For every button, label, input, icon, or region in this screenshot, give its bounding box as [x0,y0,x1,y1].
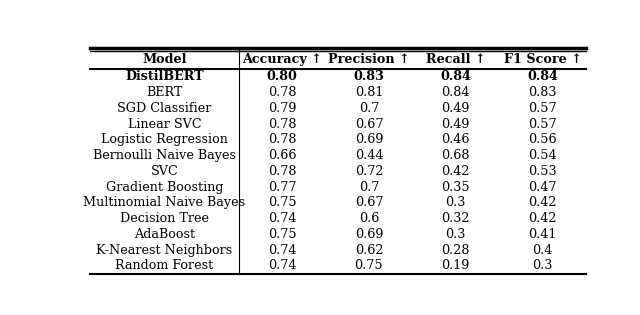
Text: 0.47: 0.47 [528,180,557,194]
Text: 0.75: 0.75 [268,228,296,241]
Text: 0.78: 0.78 [268,133,296,146]
Text: 0.6: 0.6 [359,212,379,225]
Text: 0.28: 0.28 [442,244,470,257]
Text: 0.80: 0.80 [267,70,298,83]
Text: 0.4: 0.4 [532,244,553,257]
Text: 0.78: 0.78 [268,86,296,99]
Text: SGD Classifier: SGD Classifier [117,102,211,115]
Text: Recall ↑: Recall ↑ [426,53,486,66]
Text: 0.79: 0.79 [268,102,296,115]
Text: SVC: SVC [150,165,178,178]
Text: DistilBERT: DistilBERT [125,70,204,83]
Text: Random Forest: Random Forest [115,260,214,272]
Text: 0.84: 0.84 [440,70,471,83]
Text: 0.42: 0.42 [442,165,470,178]
Text: BERT: BERT [146,86,182,99]
Text: 0.67: 0.67 [355,196,383,209]
Text: 0.32: 0.32 [442,212,470,225]
Text: 0.57: 0.57 [528,102,557,115]
Text: 0.56: 0.56 [528,133,557,146]
Text: AdaBoost: AdaBoost [134,228,195,241]
Text: 0.77: 0.77 [268,180,296,194]
Text: 0.3: 0.3 [445,228,466,241]
Text: Bernoulli Naive Bayes: Bernoulli Naive Bayes [93,149,236,162]
Text: 0.46: 0.46 [442,133,470,146]
Text: Linear SVC: Linear SVC [127,117,201,130]
Text: 0.44: 0.44 [355,149,383,162]
Text: 0.49: 0.49 [442,102,470,115]
Text: 0.74: 0.74 [268,212,296,225]
Text: 0.3: 0.3 [445,196,466,209]
Text: Precision ↑: Precision ↑ [328,53,410,66]
Text: 0.7: 0.7 [359,102,379,115]
Text: 0.41: 0.41 [529,228,557,241]
Text: 0.67: 0.67 [355,117,383,130]
Text: 0.42: 0.42 [528,196,557,209]
Text: 0.69: 0.69 [355,133,383,146]
Text: 0.68: 0.68 [442,149,470,162]
Text: 0.7: 0.7 [359,180,379,194]
Text: Decision Tree: Decision Tree [120,212,209,225]
Text: 0.78: 0.78 [268,117,296,130]
Text: 0.49: 0.49 [442,117,470,130]
Text: K-Nearest Neighbors: K-Nearest Neighbors [96,244,232,257]
Text: 0.66: 0.66 [268,149,296,162]
Text: 0.3: 0.3 [532,260,553,272]
Text: Accuracy ↑: Accuracy ↑ [242,53,322,66]
Text: 0.35: 0.35 [442,180,470,194]
Text: 0.74: 0.74 [268,244,296,257]
Text: Logistic Regression: Logistic Regression [101,133,228,146]
Text: Multinomial Naive Bayes: Multinomial Naive Bayes [83,196,245,209]
Text: F1 Score ↑: F1 Score ↑ [504,53,582,66]
Text: 0.78: 0.78 [268,165,296,178]
Text: 0.57: 0.57 [528,117,557,130]
Text: 0.72: 0.72 [355,165,383,178]
Text: 0.69: 0.69 [355,228,383,241]
Text: Model: Model [142,53,187,66]
Text: 0.62: 0.62 [355,244,383,257]
Text: 0.53: 0.53 [528,165,557,178]
Text: 0.81: 0.81 [355,86,383,99]
Text: 0.42: 0.42 [528,212,557,225]
Text: 0.84: 0.84 [442,86,470,99]
Text: 0.19: 0.19 [442,260,470,272]
Text: 0.54: 0.54 [528,149,557,162]
Text: Gradient Boosting: Gradient Boosting [106,180,223,194]
Text: 0.83: 0.83 [353,70,385,83]
Text: 0.83: 0.83 [528,86,557,99]
Text: 0.84: 0.84 [527,70,558,83]
Text: 0.75: 0.75 [355,260,383,272]
Text: 0.75: 0.75 [268,196,296,209]
Text: 0.74: 0.74 [268,260,296,272]
